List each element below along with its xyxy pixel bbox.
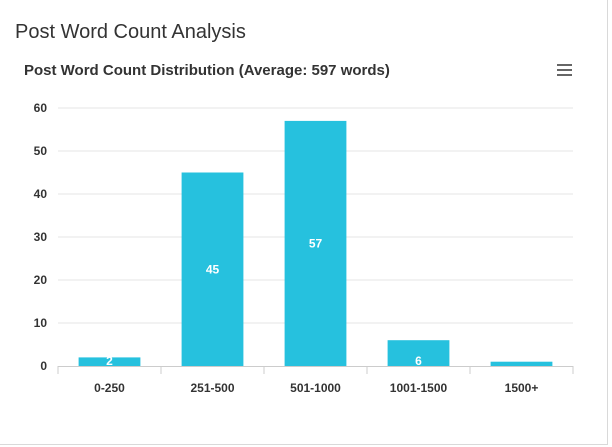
data-label: 6	[415, 354, 422, 368]
hamburger-menu-icon[interactable]	[556, 63, 574, 77]
bar[interactable]	[387, 340, 450, 366]
y-tick-label: 0	[40, 359, 47, 373]
x-tick-label: 1001-1500	[390, 381, 448, 395]
data-label: 2	[106, 354, 113, 368]
page-title: Post Word Count Analysis	[15, 21, 246, 43]
y-tick-label: 50	[34, 144, 48, 158]
bar[interactable]	[78, 357, 141, 366]
chart-title: Post Word Count Distribution (Average: 5…	[24, 62, 390, 79]
x-axis: 0-250 251-500 501-1000 1001-1500 1500+	[57, 366, 574, 395]
x-tick-label: 0-250	[94, 381, 125, 395]
bar[interactable]	[490, 361, 553, 366]
y-tick-label: 10	[34, 316, 48, 330]
data-label: 45	[206, 262, 220, 276]
bars	[78, 120, 553, 367]
bar[interactable]	[181, 172, 244, 367]
x-tick-label: 1500+	[505, 381, 539, 395]
y-tick-label: 30	[34, 230, 48, 244]
y-tick-label: 60	[34, 101, 48, 115]
x-tick-label: 251-500	[190, 381, 234, 395]
y-tick-label: 20	[34, 273, 48, 287]
y-axis: 0 10 20 30 40 50 60	[34, 101, 48, 373]
data-labels: 2 45 57 6	[106, 236, 422, 368]
bar[interactable]	[284, 120, 347, 367]
data-label: 57	[309, 236, 323, 250]
y-tick-label: 40	[34, 187, 48, 201]
x-tick-label: 501-1000	[290, 381, 341, 395]
